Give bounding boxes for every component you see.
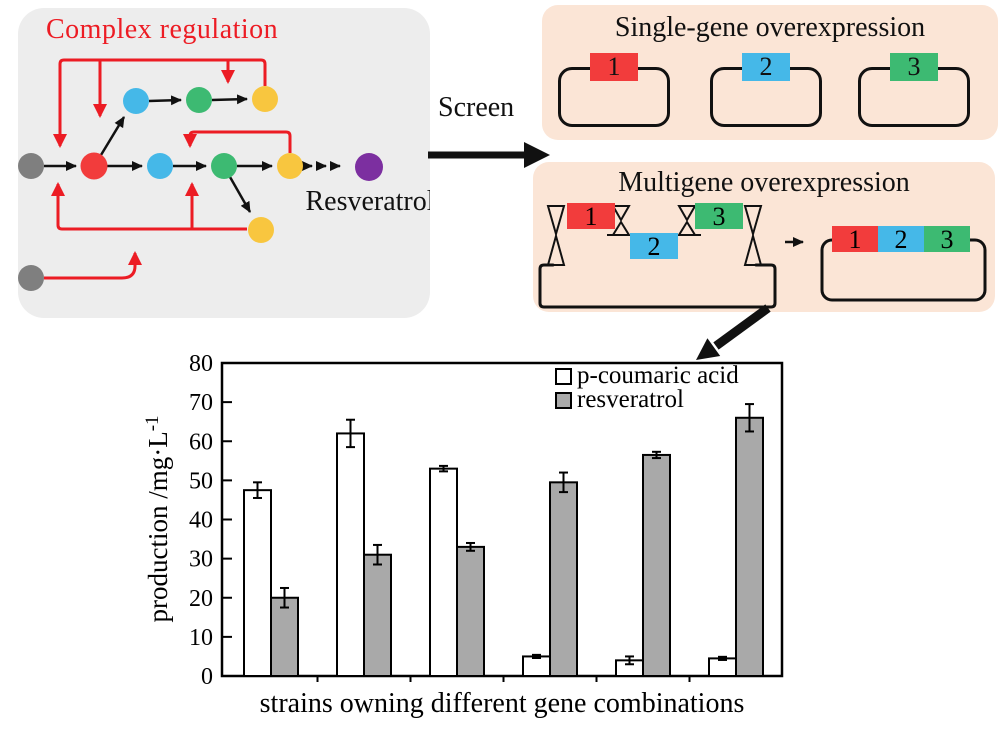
pathway-arrow-branch-up <box>99 116 126 156</box>
pathway-arrow <box>211 94 248 105</box>
junction-icon <box>611 220 631 236</box>
assembled-gene-2-label: 2 <box>895 225 908 254</box>
junction-icon <box>677 205 697 223</box>
bar-resveratrol <box>270 596 299 677</box>
multigene-panel: Multigene overexpression 1 2 3 <box>533 162 995 312</box>
node-top-blue <box>123 88 149 114</box>
node-enzyme-red <box>80 152 108 180</box>
node-enzyme-green <box>211 153 237 179</box>
pathway-nodes <box>18 86 383 291</box>
gene-box-2: 2 <box>742 53 790 81</box>
y-tick-label: 60 <box>189 429 213 455</box>
pathway-arrow-branch-down <box>228 176 252 213</box>
node-top-green <box>186 87 212 113</box>
single-gene-panel: Single-gene overexpression 1 2 3 <box>542 5 998 140</box>
junction-icon <box>546 232 566 266</box>
legend-label-p-coumaric: p-coumaric acid <box>577 362 739 389</box>
pathway-arrows <box>44 94 341 213</box>
fragment-gene-1 <box>567 203 615 229</box>
y-tick-label: 40 <box>189 508 213 534</box>
multigene-assembly-diagram: 1 2 3 1 2 3 <box>538 202 987 309</box>
node-enzyme-blue <box>147 153 173 179</box>
feedback-arrow <box>51 182 247 231</box>
single-gene-title: Single-gene overexpression <box>614 12 926 43</box>
bar-resveratrol <box>642 453 671 677</box>
y-axis-label-base: production /mg·L <box>143 431 173 622</box>
assembled-gene-3 <box>924 226 970 252</box>
y-tick-label: 0 <box>201 664 213 690</box>
gene-box-1: 1 <box>590 53 638 81</box>
production-bar-chart: 0 10 20 30 40 50 60 70 80 p-coumaric acid resver… <box>142 351 784 719</box>
x-axis-label: strains owning different gene combinatio… <box>260 688 745 719</box>
bar-p-coumaric-acid <box>429 467 458 677</box>
regulation-arrows <box>44 58 292 280</box>
assembled-gene-1-label: 1 <box>849 225 862 254</box>
y-tick-label: 80 <box>189 351 213 377</box>
y-axis-label-superscript: -1 <box>142 415 163 431</box>
bar-p-coumaric-acid <box>243 489 272 677</box>
legend-swatch-p-coumaric <box>555 368 572 385</box>
assembled-genes: 1 2 3 <box>832 225 970 254</box>
y-tick-label: 10 <box>189 625 213 651</box>
bar-resveratrol <box>735 416 764 678</box>
fragment-gene-2 <box>630 233 678 259</box>
node-intermediate-yellow <box>277 153 303 179</box>
chart-bars-and-ticks: 0 10 20 30 40 50 60 70 80 <box>189 351 764 690</box>
fragment-gene-1-label: 1 <box>585 202 598 231</box>
assembled-gene-3-label: 3 <box>941 225 954 254</box>
node-top-yellow <box>252 86 278 112</box>
node-product-purple <box>355 153 383 181</box>
gene-fragments: 1 2 3 <box>567 202 743 261</box>
to-chart-arrow-shaft <box>713 304 771 350</box>
junction-icon <box>743 232 763 266</box>
junction-icon <box>743 205 763 238</box>
fragment-gene-3 <box>695 203 743 229</box>
junction-icon <box>677 220 697 236</box>
legend-swatch-resveratrol <box>555 392 572 409</box>
to-chart-arrow <box>696 304 771 360</box>
y-tick-label: 70 <box>189 390 213 416</box>
node-regulator-gray <box>18 265 44 291</box>
y-tick-label: 30 <box>189 547 213 573</box>
y-tick-label: 20 <box>189 586 213 612</box>
fragment-gene-2-label: 2 <box>648 232 661 261</box>
y-axis-label: production /mg·L-1 <box>142 415 173 622</box>
fragment-gene-3-label: 3 <box>713 202 726 231</box>
to-chart-arrowhead-icon <box>696 338 721 360</box>
pathway-arrow <box>148 95 182 106</box>
bar-p-coumaric-acid <box>336 432 365 677</box>
resveratrol-label: Resveratrol <box>305 186 430 217</box>
bar-resveratrol <box>363 553 392 677</box>
plot-border <box>220 361 784 678</box>
node-substrate <box>18 153 44 179</box>
complex-regulation-panel: Complex regulation <box>18 8 430 318</box>
regulator-arrow <box>44 251 142 280</box>
bar-p-coumaric-acid <box>708 657 737 677</box>
assembled-gene-2 <box>878 226 924 252</box>
y-tick-label: 50 <box>189 468 213 494</box>
legend-label-resveratrol: resveratrol <box>577 386 684 413</box>
metabolic-network-diagram: Resveratrol <box>18 58 430 291</box>
open-plasmid-backbone <box>538 263 777 309</box>
junction-icon <box>611 205 631 223</box>
bar-p-coumaric-acid <box>522 655 551 677</box>
chart-legend: p-coumaric acid resveratrol <box>555 362 739 413</box>
feedback-arrow <box>53 58 267 148</box>
screen-arrow <box>428 142 550 168</box>
assembly-junctions <box>546 205 763 266</box>
screen-arrowhead-icon <box>524 142 550 168</box>
bar-resveratrol <box>549 481 578 677</box>
feedback-arrow <box>183 130 292 153</box>
multigene-title: Multigene overexpression <box>618 167 910 198</box>
bar-resveratrol <box>456 545 485 677</box>
assembled-gene-1 <box>832 226 878 252</box>
complex-regulation-title: Complex regulation <box>46 14 279 45</box>
junction-icon <box>546 205 566 238</box>
gene-box-3: 3 <box>890 53 938 81</box>
screen-label: Screen <box>438 92 515 123</box>
node-lower-yellow <box>248 217 274 243</box>
